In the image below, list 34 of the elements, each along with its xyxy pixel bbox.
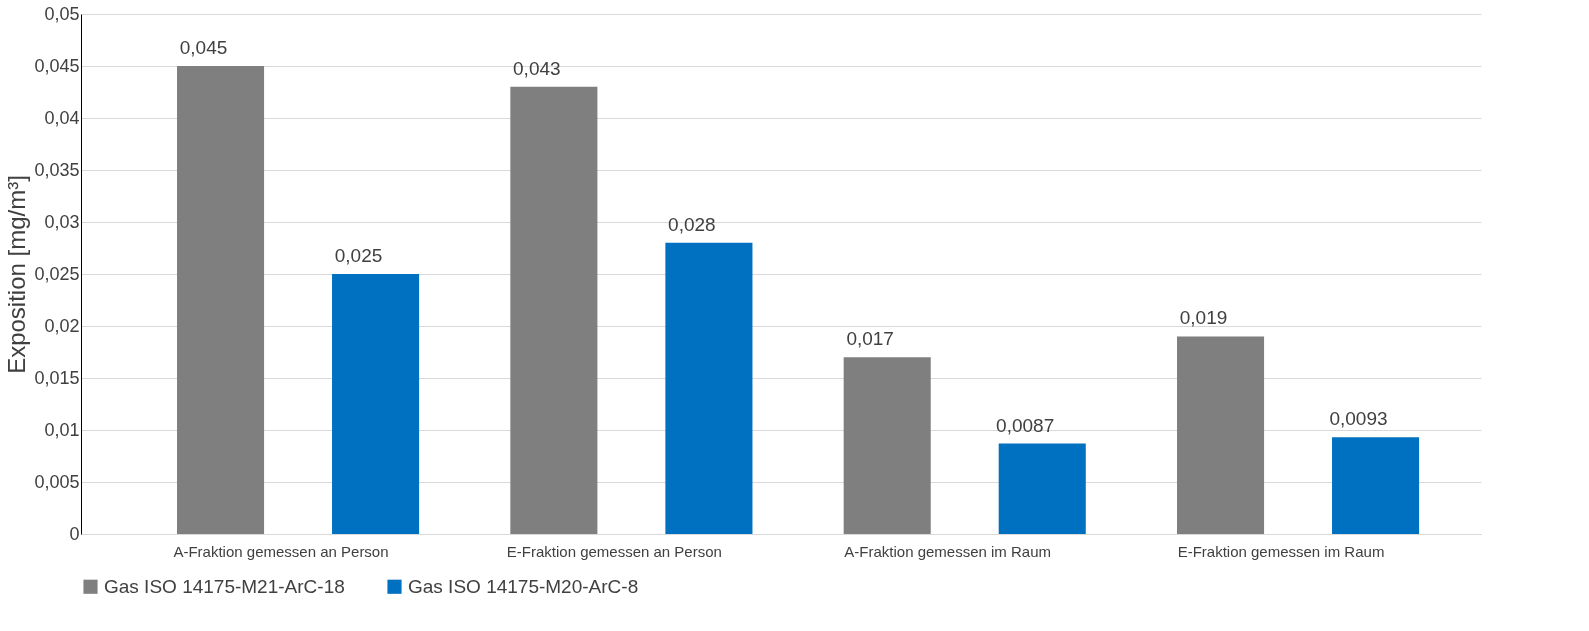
legend-label: Gas ISO 14175-M21-ArC-18 <box>104 575 345 597</box>
bar <box>843 357 931 534</box>
data-label: 0,019 <box>1179 307 1228 329</box>
y-tick-label: 0,035 <box>34 159 80 180</box>
data-label: 0,0093 <box>1329 408 1388 430</box>
y-tick-label: 0,05 <box>44 3 80 24</box>
data-label: 0,045 <box>179 37 228 58</box>
legend-label: Gas ISO 14175-M20-ArC-8 <box>408 575 639 597</box>
bar <box>998 443 1086 534</box>
x-tick-label: E-Fraktion gemessen im Raum <box>1177 542 1385 560</box>
y-tick-label: 0,015 <box>34 367 80 388</box>
y-axis-title: Exposition [mg/m³] <box>3 175 31 374</box>
bar <box>1332 437 1420 534</box>
y-tick-label: 0,04 <box>44 107 80 128</box>
bar <box>510 86 598 534</box>
data-label: 0,017 <box>846 328 894 350</box>
y-tick-label: 0,025 <box>34 263 80 284</box>
bar <box>177 66 265 534</box>
x-tick-label: A-Fraktion gemessen im Raum <box>844 542 1052 560</box>
x-tick-label: E-Fraktion gemessen an Person <box>506 542 722 560</box>
data-label: 0,0087 <box>996 414 1055 436</box>
y-tick-label: 0,02 <box>44 315 80 336</box>
y-tick-label: 0,045 <box>34 55 80 76</box>
data-label: 0,043 <box>513 57 561 79</box>
data-label: 0,025 <box>334 245 383 266</box>
y-tick-label: 0,03 <box>44 211 80 232</box>
y-tick-label: 0 <box>69 523 80 544</box>
bar <box>1177 336 1265 534</box>
data-label: 0,028 <box>668 213 716 235</box>
bar <box>332 274 420 534</box>
bar <box>665 242 753 534</box>
y-tick-label: 0,005 <box>34 471 80 492</box>
y-tick-label: 0,01 <box>44 419 80 440</box>
x-tick-label: A-Fraktion gemessen an Person <box>173 542 389 560</box>
